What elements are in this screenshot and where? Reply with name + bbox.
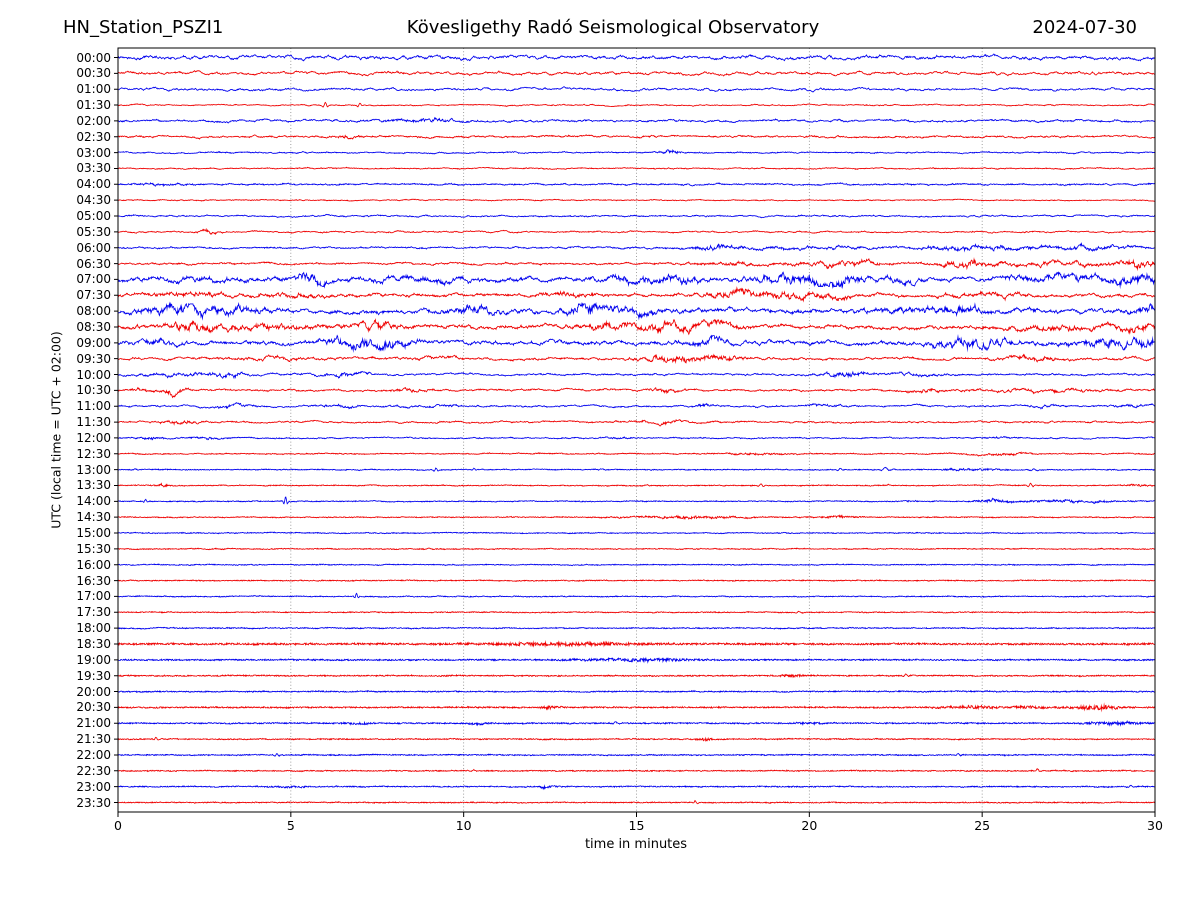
y-tick-label: 00:00 (76, 50, 111, 65)
y-tick-label: 02:30 (76, 129, 111, 144)
y-tick-label: 20:00 (76, 684, 111, 699)
y-tick-label: 11:30 (76, 415, 111, 430)
y-tick-label: 12:30 (76, 446, 111, 461)
y-tick-label: 04:00 (76, 177, 111, 192)
y-tick-label: 14:30 (76, 510, 111, 525)
y-tick-label: 05:30 (76, 224, 111, 239)
x-tick-label: 5 (286, 818, 295, 833)
y-tick-label: 12:00 (76, 430, 111, 445)
x-axis-label: time in minutes (584, 837, 688, 852)
y-tick-label: 22:00 (76, 747, 111, 762)
observatory-title: Kövesligethy Radó Seismological Observat… (406, 17, 820, 38)
y-tick-label: 13:00 (76, 462, 111, 477)
y-tick-label: 07:00 (76, 272, 111, 287)
y-tick-label: 13:30 (76, 478, 111, 493)
y-tick-label: 10:30 (76, 383, 111, 398)
date-label: 2024-07-30 (1032, 17, 1137, 38)
y-tick-label: 08:30 (76, 319, 111, 334)
station-title: HN_Station_PSZI1 (63, 17, 224, 38)
y-tick-label: 01:00 (76, 82, 111, 97)
x-tick-label: 15 (628, 818, 645, 833)
y-tick-label: 21:00 (76, 716, 111, 731)
y-tick-label: 03:30 (76, 161, 111, 176)
y-tick-label: 14:00 (76, 494, 111, 509)
y-tick-label: 15:00 (76, 526, 111, 541)
y-axis-label: UTC (local time = UTC + 02:00) (48, 331, 64, 529)
y-tick-label: 21:30 (76, 732, 111, 747)
y-tick-label: 09:30 (76, 351, 111, 366)
y-tick-label: 05:00 (76, 209, 111, 223)
y-tick-label: 23:00 (76, 779, 111, 794)
y-tick-label: 19:00 (76, 652, 111, 667)
y-tick-label: 16:30 (76, 573, 111, 588)
y-tick-label: 03:00 (76, 145, 111, 160)
y-tick-label: 06:30 (76, 256, 111, 271)
x-tick-label: 30 (1147, 818, 1163, 833)
x-tick-label: 20 (801, 818, 818, 833)
y-tick-label: 11:00 (76, 399, 111, 414)
x-tick-label: 0 (114, 818, 122, 833)
x-tick-label: 25 (974, 818, 991, 833)
y-tick-label: 04:30 (76, 193, 111, 208)
y-tick-label: 17:30 (76, 605, 111, 620)
y-tick-label: 18:00 (76, 621, 111, 636)
y-tick-label: 00:30 (76, 66, 111, 81)
y-tick-label: 06:00 (76, 240, 111, 255)
x-tick-label: 10 (455, 818, 472, 833)
y-tick-label: 08:00 (76, 304, 111, 319)
y-tick-label: 18:30 (76, 636, 111, 651)
y-tick-label: 02:00 (76, 113, 111, 128)
y-tick-label: 23:30 (76, 795, 111, 810)
y-tick-label: 17:00 (76, 589, 111, 604)
y-tick-label: 09:00 (76, 335, 111, 350)
y-tick-label: 07:30 (76, 288, 111, 303)
y-tick-label: 10:00 (76, 367, 111, 382)
y-tick-label: 20:30 (76, 700, 111, 715)
y-tick-label: 16:00 (76, 557, 111, 572)
y-tick-label: 01:30 (76, 98, 111, 113)
y-tick-label: 19:30 (76, 668, 111, 683)
y-tick-label: 15:30 (76, 541, 111, 556)
y-tick-label: 22:30 (76, 763, 111, 778)
